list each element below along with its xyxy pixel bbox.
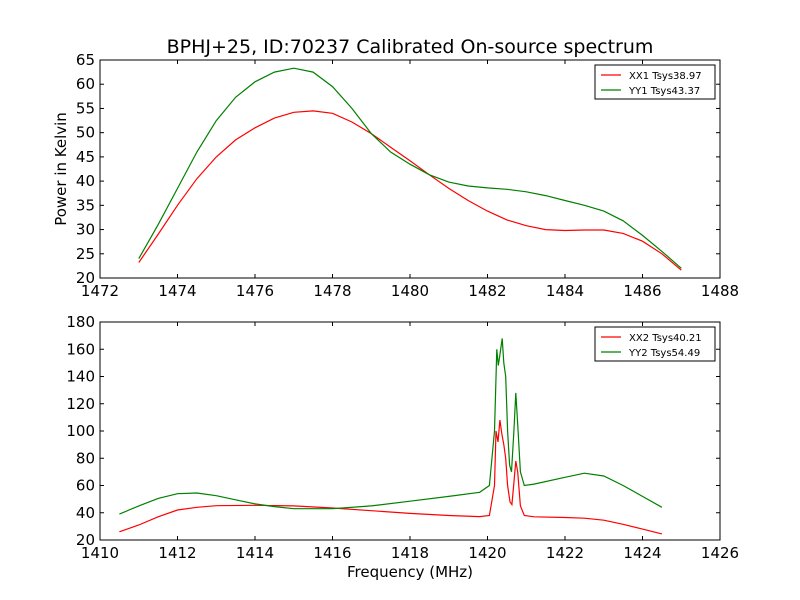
bottom-plot: 1410 1412 1414 1416 1418 1420 1422 1424 1426 20 40… [66, 313, 739, 581]
y-tick-label: 55 [76, 99, 95, 117]
x-tick-label: 1424 [623, 544, 661, 562]
x-tick-label: 1488 [701, 282, 739, 300]
bottom-plot-legend: XX2 Tsys40.21 YY2 Tsys54.49 [594, 326, 716, 362]
y-tick-label: 20 [76, 531, 95, 549]
top-plot-legend: XX1 Tsys38.97 YY1 Tsys43.37 [594, 64, 716, 100]
legend-box [594, 326, 716, 362]
x-tick-label: 1418 [391, 544, 429, 562]
top-series-line-1 [138, 110, 682, 271]
legend-entry: XX2 Tsys40.21 [629, 333, 702, 344]
bottom-plot-series-layer [119, 338, 663, 535]
x-tick-label: 1486 [623, 282, 661, 300]
chart-title: BPHJ+25, ID:70237 Calibrated On-source s… [167, 36, 654, 58]
bottom-plot-tick-labels: 1410 1412 1414 1416 1418 1420 1422 1424 1426 20 40… [66, 313, 739, 562]
top-plot-ticks [99, 59, 721, 279]
legend-box [594, 64, 716, 100]
y-tick-label: 140 [66, 368, 95, 386]
top-plot: 1472 1474 1476 1478 1480 1482 1484 1486 1488 20 25… [52, 51, 739, 300]
x-tick-label: 1472 [81, 282, 119, 300]
bottom-plot-ticks [99, 321, 721, 541]
x-tick-label: 1426 [701, 544, 739, 562]
y-tick-label: 60 [76, 75, 95, 93]
x-tick-label: 1484 [546, 282, 584, 300]
x-tick-label: 1422 [546, 544, 584, 562]
legend-entry: YY2 Tsys54.49 [628, 348, 700, 359]
x-tick-label: 1412 [158, 544, 196, 562]
x-tick-label: 1476 [236, 282, 274, 300]
top-plot-tick-labels: 1472 1474 1476 1478 1480 1482 1484 1486 1488 20 25… [76, 51, 739, 300]
y-tick-label: 60 [76, 477, 95, 495]
legend-entry: YY1 Tsys43.37 [628, 86, 700, 97]
y-tick-label: 40 [76, 172, 95, 190]
bot-series-line-1 [119, 420, 663, 535]
x-tick-label: 1474 [158, 282, 196, 300]
legend-entry: XX1 Tsys38.97 [629, 71, 702, 82]
y-tick-label: 100 [66, 422, 95, 440]
top-plot-y-axis-label: Power in Kelvin [52, 112, 70, 226]
x-tick-label: 1414 [236, 544, 274, 562]
x-tick-label: 1416 [313, 544, 351, 562]
y-tick-label: 40 [76, 504, 95, 522]
bot-series-line-2 [119, 338, 663, 515]
y-tick-label: 25 [76, 245, 95, 263]
y-tick-label: 180 [66, 313, 95, 331]
x-tick-label: 1480 [391, 282, 429, 300]
x-tick-label: 1410 [81, 544, 119, 562]
y-tick-label: 20 [76, 269, 95, 287]
x-tick-label: 1478 [313, 282, 351, 300]
y-tick-label: 120 [66, 395, 95, 413]
y-tick-label: 30 [76, 221, 95, 239]
y-tick-label: 50 [76, 124, 95, 142]
top-series-line-2 [138, 67, 682, 269]
y-tick-label: 80 [76, 449, 95, 467]
x-tick-label: 1420 [468, 544, 506, 562]
y-tick-label: 35 [76, 196, 95, 214]
y-tick-label: 160 [66, 340, 95, 358]
bottom-plot-x-axis-label: Frequency (MHz) [347, 563, 473, 581]
y-tick-label: 45 [76, 148, 95, 166]
y-tick-label: 65 [76, 51, 95, 69]
top-plot-series-layer [138, 67, 682, 271]
x-tick-label: 1482 [468, 282, 506, 300]
